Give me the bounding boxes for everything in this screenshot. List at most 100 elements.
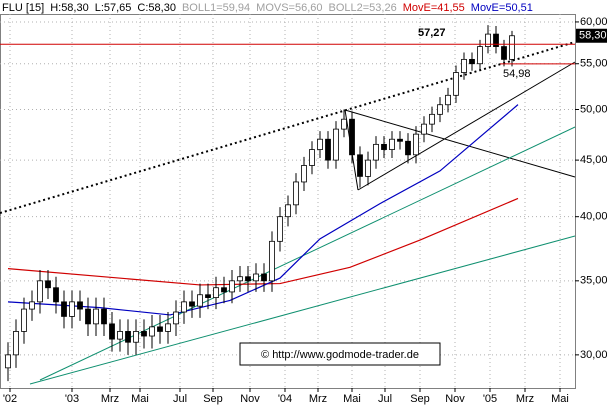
y-tick-label: 30,00: [580, 349, 607, 361]
x-tick-label: Jul: [378, 393, 392, 405]
candle-body: [53, 287, 59, 303]
x-tick-label: '05: [483, 393, 497, 405]
level-label: 54,98: [503, 68, 531, 80]
candle-body: [85, 308, 91, 325]
candle-body: [333, 128, 339, 161]
candle-body: [157, 326, 163, 332]
candle-body: [277, 216, 283, 242]
candle-body: [509, 35, 515, 60]
x-tick-label: '02: [3, 393, 17, 405]
candle-body: [397, 138, 403, 142]
candle-body: [461, 58, 467, 73]
candle-body: [45, 280, 51, 289]
candle-body: [109, 323, 115, 340]
header-item: MovE=50,51: [471, 2, 533, 14]
candle-body: [501, 46, 507, 60]
header-item: C:58,30: [137, 2, 176, 14]
x-tick-label: Mai: [343, 393, 361, 405]
candle-body: [189, 301, 195, 307]
moving-average: [7, 104, 519, 316]
trend-line: [344, 109, 576, 178]
candle-body: [237, 276, 243, 282]
candle-body: [421, 123, 427, 135]
candle-body: [165, 323, 171, 332]
candle-body: [125, 331, 131, 343]
candle-body: [181, 301, 187, 313]
y-tick-label: 45,00: [580, 154, 607, 166]
candle-body: [293, 181, 299, 206]
x-tick-label: Nov: [445, 393, 465, 405]
candle-body: [13, 331, 19, 356]
y-tick-label: 40,00: [580, 211, 607, 223]
header-item: MOVS=56,60: [256, 2, 322, 14]
candle-body: [261, 273, 267, 282]
candle-body: [221, 287, 227, 293]
y-tick-label: 60,00: [580, 16, 607, 28]
trend-line: [357, 61, 576, 191]
x-tick-label: Mai: [131, 393, 149, 405]
candle-body: [37, 280, 43, 303]
candle-body: [485, 33, 491, 47]
candle-body: [141, 331, 147, 337]
candle-body: [437, 104, 443, 115]
moving-average: [7, 197, 519, 286]
x-tick-label: Sep: [203, 393, 223, 405]
candle-body: [117, 331, 123, 340]
watermark: © http://www.godmode-trader.de: [261, 349, 419, 361]
candle-body: [205, 294, 211, 298]
candle-body: [381, 143, 387, 150]
header-item: H:58,30: [50, 2, 89, 14]
candle-body: [349, 118, 355, 156]
candle-body: [133, 331, 139, 343]
y-tick-label: 55,00: [580, 58, 607, 70]
candle-body: [325, 138, 331, 161]
candle-body: [357, 154, 363, 177]
candle-body: [197, 294, 203, 307]
candle-body: [413, 133, 419, 156]
candle-body: [173, 311, 179, 325]
y-tick-label: 35,00: [580, 275, 607, 287]
x-tick-label: Sep: [410, 393, 430, 405]
candle-body: [69, 301, 75, 317]
x-tick-label: Mai: [551, 393, 569, 405]
candle-body: [269, 240, 275, 282]
price-label: 58,30: [579, 30, 607, 42]
candle-body: [253, 273, 259, 282]
x-tick-label: Jul: [173, 393, 187, 405]
candle-body: [213, 287, 219, 298]
candle-body: [469, 58, 475, 65]
candle-body: [101, 308, 107, 325]
price-box: [576, 28, 607, 43]
candle-body: [373, 143, 379, 161]
candle-body: [493, 33, 499, 47]
watermark-box: [239, 342, 441, 366]
candle-body: [477, 46, 483, 65]
candle-body: [61, 301, 67, 317]
header-item: BOLL1=59,94: [182, 2, 250, 14]
candle-body: [405, 140, 411, 156]
candle-body: [445, 94, 451, 106]
candle-body: [29, 301, 35, 310]
candle-body: [77, 301, 83, 310]
candle-body: [5, 354, 11, 369]
candle-body: [21, 308, 27, 332]
x-tick-label: Mrz: [101, 393, 119, 405]
candle-body: [309, 149, 315, 166]
header-item: BOLL2=53,26: [329, 2, 397, 14]
candle-body: [245, 276, 251, 282]
candle-body: [429, 113, 435, 125]
candle-body: [365, 159, 371, 177]
header-item: MovE=41,55: [403, 2, 465, 14]
plot-frame: [0, 14, 576, 389]
x-tick-label: Mrz: [516, 393, 534, 405]
y-tick-label: 50,00: [580, 103, 607, 115]
candle-body: [301, 165, 307, 183]
x-tick-label: '03: [65, 393, 79, 405]
candle-body: [229, 280, 235, 293]
header-item: FLU [15]: [2, 2, 44, 14]
candle-body: [341, 118, 347, 130]
x-tick-label: '04: [278, 393, 292, 405]
level-label: 57,27: [418, 27, 446, 39]
candle-body: [453, 72, 459, 96]
